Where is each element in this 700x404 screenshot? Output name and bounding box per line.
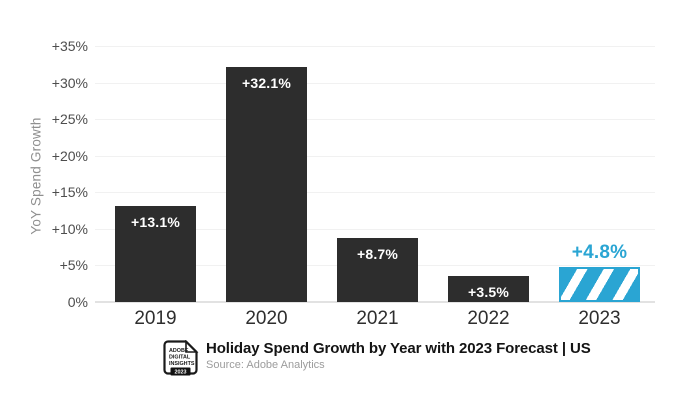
gridline-25 [95, 119, 655, 121]
y-tick-label: +20% [51, 147, 88, 164]
y-tick-label: +5% [59, 257, 88, 274]
chart-source: Source: Adobe Analytics [206, 359, 325, 371]
badge-year-banner [170, 367, 191, 376]
gridline-15 [95, 192, 655, 194]
chart-title: Holiday Spend Growth by Year with 2023 F… [206, 340, 591, 357]
y-tick-label: +35% [51, 38, 88, 54]
x-axis-label-2021: 2021 [356, 308, 399, 329]
y-tick-label: +30% [51, 74, 88, 91]
adobe-digital-insights-logo: ADOBE DIGITAL INSIGHTS 2023 [163, 340, 199, 376]
badge-line2: DIGITAL [169, 355, 191, 361]
y-tick-label: +15% [51, 184, 88, 201]
bar-value-2019: +13.1% [130, 214, 181, 231]
x-axis-label-2023: 2023 [578, 308, 621, 329]
gridline-20 [95, 155, 655, 157]
badge-folded-corner-icon [185, 340, 199, 353]
bar-value-2022: +3.5% [467, 284, 510, 301]
gridline-35 [95, 46, 655, 47]
x-axis-label-2019: 2019 [134, 308, 177, 329]
y-tick-label: +25% [51, 111, 88, 128]
gridline-30 [95, 82, 655, 84]
badge-line3: INSIGHTS [169, 361, 195, 367]
badge-year: 2023 [175, 370, 187, 376]
bar-value-2021: +8.7% [356, 246, 399, 263]
badge-page-outline [163, 340, 198, 375]
bar-2023 [559, 266, 640, 302]
bar-2021 [337, 238, 418, 302]
badge-line1: ADOBE [169, 348, 189, 354]
bar-value-2023: +4.8% [571, 241, 628, 263]
y-tick-label: 0% [67, 294, 88, 310]
bar-2019 [115, 206, 196, 302]
gridline-0 [95, 301, 655, 303]
x-axis-label-2022: 2022 [467, 308, 510, 329]
bar-2020 [226, 67, 307, 302]
gridline-10 [95, 228, 655, 230]
y-axis-title: YoY Spend Growth [28, 117, 44, 235]
x-axis-label-2020: 2020 [245, 308, 288, 329]
y-tick-label: +10% [51, 220, 88, 237]
bar-value-2020: +32.1% [241, 75, 292, 92]
bar-2022 [448, 276, 529, 302]
